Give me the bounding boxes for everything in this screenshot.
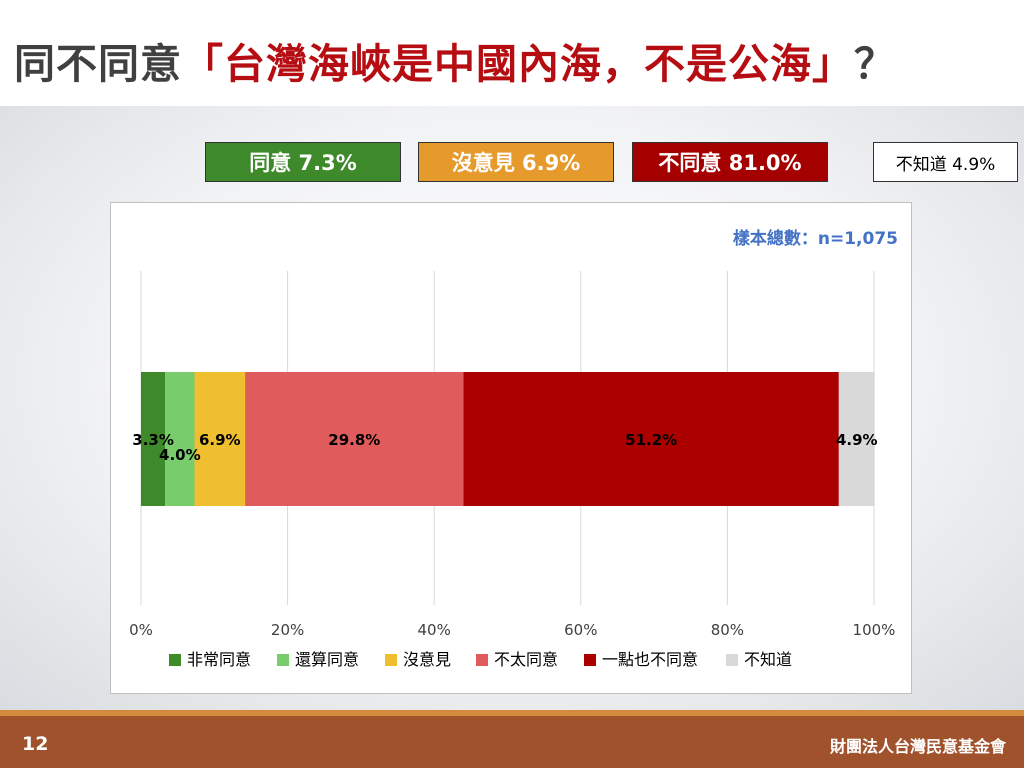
title-question: 「台灣海峽是中國內海，不是公海」 [182, 40, 854, 88]
title-suffix: ？ [854, 40, 896, 88]
legend-swatch [385, 654, 397, 666]
legend-swatch [584, 654, 596, 666]
legend-swatch [726, 654, 738, 666]
x-tick-label: 40% [418, 621, 451, 639]
summary-no-opinion: 沒意見 6.9% [418, 142, 614, 182]
legend-label: 不太同意 [494, 650, 558, 669]
stacked-bar-chart: 0% 20% 40% 60% 80% 100% 3.3%4.0%6.9% 29.8% 51.2%… [129, 271, 896, 669]
legend-label: 還算同意 [295, 650, 359, 669]
summary-agree: 同意 7.3% [205, 142, 401, 182]
data-label: 4.9% [836, 431, 878, 449]
footer-bar [0, 710, 1024, 768]
bar-segment-1 [165, 372, 195, 506]
x-tick-label: 20% [271, 621, 304, 639]
legend-label: 非常同意 [187, 650, 251, 669]
sample-size-note: 樣本總數：n=1,075 [732, 229, 898, 249]
legend-label: 一點也不同意 [602, 650, 698, 669]
data-label: 4.0% [159, 446, 201, 464]
bar-segment-2 [194, 372, 246, 506]
x-tick-label: 80% [711, 621, 744, 639]
summary-dont-know: 不知道 4.9% [873, 142, 1018, 182]
legend-swatch [277, 654, 289, 666]
x-tick-label: 0% [129, 621, 153, 639]
legend-swatch [476, 654, 488, 666]
bar-segment-0 [141, 372, 166, 506]
title-prefix: 同不同意 [14, 40, 182, 88]
organization-name: 財團法人台灣民意基金會 [829, 737, 1006, 756]
chart-frame: 樣本總數：n=1,075 0% 20% 40% 60% 80% 100% 3.3% 4.0% 6… [110, 202, 912, 694]
page-number: 12 [22, 733, 49, 755]
footer-accent-line [0, 710, 1024, 716]
data-label: 29.8% [328, 431, 380, 449]
slide-title: 同不同意「台灣海峽是中國內海，不是公海」？ [14, 30, 896, 90]
legend-label: 沒意見 [403, 650, 451, 669]
data-label: 51.2% [625, 431, 677, 449]
summary-disagree: 不同意 81.0% [632, 142, 828, 182]
bar-segment-5 [838, 372, 875, 506]
legend-swatch [169, 654, 181, 666]
data-label: 3.3% [132, 431, 174, 449]
x-tick-label: 60% [564, 621, 597, 639]
title-bar: 同不同意「台灣海峽是中國內海，不是公海」？ [0, 0, 1024, 106]
x-tick-label: 100% [853, 621, 896, 639]
bar-segment-4 [463, 372, 839, 506]
bar-segment-3 [245, 372, 464, 506]
legend-label: 不知道 [744, 650, 792, 669]
data-label: 6.9% [199, 431, 241, 449]
